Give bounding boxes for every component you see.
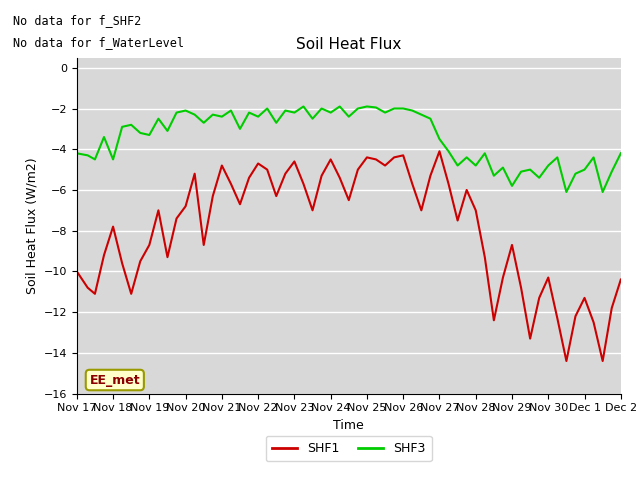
SHF3: [372, 105, 380, 110]
Text: EE_met: EE_met: [90, 373, 140, 386]
SHF1: [182, 204, 189, 209]
Text: No data for f_SHF2: No data for f_SHF2: [13, 14, 141, 27]
Line: SHF1: SHF1: [77, 151, 621, 361]
SHF1: [363, 155, 371, 160]
SHF1: [617, 276, 625, 282]
SHF1: [200, 242, 207, 248]
SHF3: [617, 150, 625, 156]
Y-axis label: Soil Heat Flux (W/m2): Soil Heat Flux (W/m2): [25, 157, 38, 294]
SHF3: [300, 104, 307, 109]
Line: SHF3: SHF3: [77, 107, 621, 192]
SHF3: [554, 155, 561, 160]
SHF1: [436, 148, 444, 154]
SHF1: [264, 167, 271, 172]
Title: Soil Heat Flux: Soil Heat Flux: [296, 37, 401, 52]
Legend: SHF1, SHF3: SHF1, SHF3: [266, 436, 432, 461]
SHF3: [563, 189, 570, 195]
SHF3: [264, 106, 271, 111]
SHF3: [200, 120, 207, 126]
SHF1: [554, 315, 561, 321]
SHF3: [182, 108, 189, 113]
Text: No data for f_WaterLevel: No data for f_WaterLevel: [13, 36, 184, 49]
SHF3: [73, 150, 81, 156]
SHF1: [563, 358, 570, 364]
SHF1: [73, 268, 81, 274]
SHF1: [399, 153, 407, 158]
X-axis label: Time: Time: [333, 419, 364, 432]
SHF3: [408, 108, 416, 113]
